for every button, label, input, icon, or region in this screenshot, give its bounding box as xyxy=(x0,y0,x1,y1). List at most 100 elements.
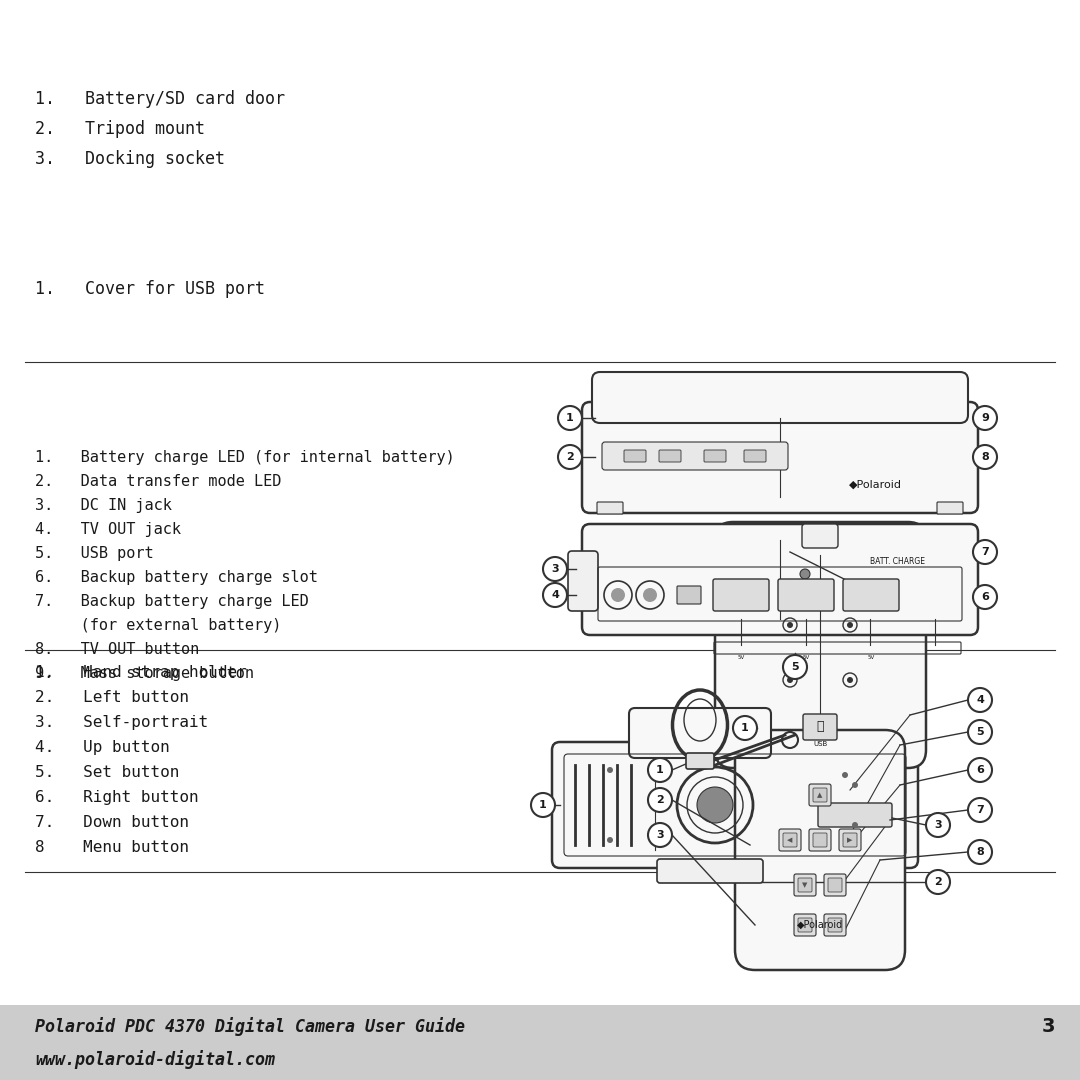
Circle shape xyxy=(643,588,657,602)
Text: 1: 1 xyxy=(741,723,748,733)
Circle shape xyxy=(847,677,853,683)
Text: 6.   Right button: 6. Right button xyxy=(35,789,199,805)
Text: 7.   Backup battery charge LED: 7. Backup battery charge LED xyxy=(35,594,309,609)
Circle shape xyxy=(973,445,997,469)
Text: 6.   Backup battery charge slot: 6. Backup battery charge slot xyxy=(35,570,318,585)
Circle shape xyxy=(531,793,555,816)
Circle shape xyxy=(787,677,793,683)
Circle shape xyxy=(847,622,853,627)
Text: 8    Menu button: 8 Menu button xyxy=(35,840,189,855)
FancyBboxPatch shape xyxy=(794,874,816,896)
Text: 9.   Mass storage button: 9. Mass storage button xyxy=(35,666,254,681)
FancyBboxPatch shape xyxy=(824,874,846,896)
Text: ▶: ▶ xyxy=(848,837,853,843)
Text: 6: 6 xyxy=(976,765,984,775)
FancyBboxPatch shape xyxy=(818,804,892,827)
Circle shape xyxy=(852,782,858,788)
FancyBboxPatch shape xyxy=(657,859,762,883)
FancyBboxPatch shape xyxy=(794,914,816,936)
Text: 7: 7 xyxy=(981,546,989,557)
FancyBboxPatch shape xyxy=(744,450,766,462)
Text: 3.   Docking socket: 3. Docking socket xyxy=(35,150,225,168)
Text: 3.   DC IN jack: 3. DC IN jack xyxy=(35,498,172,513)
Circle shape xyxy=(842,772,848,778)
Text: ◀: ◀ xyxy=(787,837,793,843)
Circle shape xyxy=(926,813,950,837)
Circle shape xyxy=(558,406,582,430)
Text: 4: 4 xyxy=(551,590,559,600)
Circle shape xyxy=(973,585,997,609)
FancyBboxPatch shape xyxy=(798,878,812,892)
FancyBboxPatch shape xyxy=(813,788,827,802)
FancyBboxPatch shape xyxy=(804,714,837,740)
FancyBboxPatch shape xyxy=(568,551,598,611)
Circle shape xyxy=(926,870,950,894)
Text: 7.   Down button: 7. Down button xyxy=(35,815,189,831)
FancyBboxPatch shape xyxy=(828,878,842,892)
FancyBboxPatch shape xyxy=(582,402,978,513)
FancyBboxPatch shape xyxy=(713,579,769,611)
Circle shape xyxy=(968,798,993,822)
FancyBboxPatch shape xyxy=(704,450,726,462)
Circle shape xyxy=(733,716,757,740)
Text: 5V: 5V xyxy=(802,654,810,660)
Text: 9: 9 xyxy=(981,413,989,423)
FancyBboxPatch shape xyxy=(809,829,831,851)
Text: 1.   Hand strap holder: 1. Hand strap holder xyxy=(35,665,246,680)
Text: 3: 3 xyxy=(657,831,664,840)
Text: ▼: ▼ xyxy=(802,882,808,888)
Circle shape xyxy=(558,445,582,469)
FancyBboxPatch shape xyxy=(843,579,899,611)
Circle shape xyxy=(607,837,613,843)
FancyBboxPatch shape xyxy=(779,829,801,851)
Text: 2: 2 xyxy=(657,795,664,805)
Circle shape xyxy=(611,588,625,602)
Text: 8: 8 xyxy=(976,847,984,858)
Text: 4.   Up button: 4. Up button xyxy=(35,740,170,755)
Text: ⎕: ⎕ xyxy=(816,719,824,732)
Text: 2: 2 xyxy=(934,877,942,887)
FancyBboxPatch shape xyxy=(778,579,834,611)
Text: 2.   Data transfer mode LED: 2. Data transfer mode LED xyxy=(35,474,282,489)
Text: 5.   Set button: 5. Set button xyxy=(35,765,179,780)
FancyBboxPatch shape xyxy=(937,502,963,514)
FancyBboxPatch shape xyxy=(824,914,846,936)
FancyBboxPatch shape xyxy=(813,833,827,847)
Text: 8.   TV OUT button: 8. TV OUT button xyxy=(35,642,199,657)
Text: 1.   Cover for USB port: 1. Cover for USB port xyxy=(35,280,265,298)
Circle shape xyxy=(973,540,997,564)
Circle shape xyxy=(543,557,567,581)
FancyBboxPatch shape xyxy=(677,586,701,604)
Circle shape xyxy=(973,406,997,430)
FancyBboxPatch shape xyxy=(552,742,918,868)
Bar xyxy=(0,1005,1080,1080)
Text: 1: 1 xyxy=(566,413,573,423)
Circle shape xyxy=(821,796,829,804)
Circle shape xyxy=(842,832,848,838)
Text: 1: 1 xyxy=(657,765,664,775)
Circle shape xyxy=(648,823,672,847)
Text: 3.   Self-portrait: 3. Self-portrait xyxy=(35,715,208,730)
Circle shape xyxy=(787,622,793,627)
Text: www.polaroid-digital.com: www.polaroid-digital.com xyxy=(35,1050,275,1069)
Text: 3: 3 xyxy=(934,820,942,831)
Circle shape xyxy=(607,767,613,773)
Text: 5: 5 xyxy=(792,662,799,672)
FancyBboxPatch shape xyxy=(715,522,926,768)
FancyBboxPatch shape xyxy=(659,450,681,462)
Text: ▲: ▲ xyxy=(818,792,823,798)
Text: 4.   TV OUT jack: 4. TV OUT jack xyxy=(35,522,181,537)
Circle shape xyxy=(968,720,993,744)
FancyBboxPatch shape xyxy=(798,918,812,932)
Text: ◆Polaroid: ◆Polaroid xyxy=(849,480,902,490)
Text: 2: 2 xyxy=(566,453,573,462)
Circle shape xyxy=(968,758,993,782)
Circle shape xyxy=(648,758,672,782)
Text: 3: 3 xyxy=(1041,1017,1055,1036)
Circle shape xyxy=(648,788,672,812)
FancyBboxPatch shape xyxy=(686,753,714,769)
Circle shape xyxy=(968,688,993,712)
Circle shape xyxy=(968,840,993,864)
Circle shape xyxy=(543,583,567,607)
Text: 2.   Left button: 2. Left button xyxy=(35,690,189,705)
